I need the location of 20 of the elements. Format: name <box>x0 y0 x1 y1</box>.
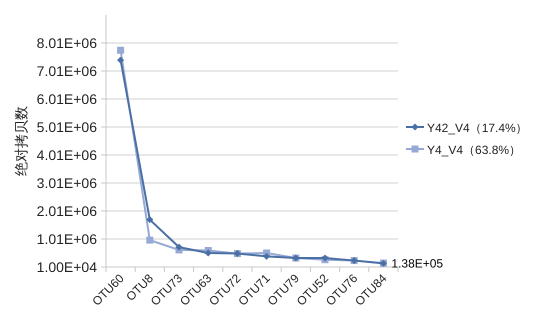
point <box>117 56 124 64</box>
point <box>176 244 182 251</box>
y-tick-label: 8.01E+06 <box>36 35 98 51</box>
y-tick-label: 1.01E+06 <box>36 231 98 247</box>
point <box>146 216 154 224</box>
y-tick-label: 4.01E+06 <box>36 147 98 163</box>
point <box>117 46 124 54</box>
y-tick-label: 5.01E+06 <box>36 119 98 135</box>
y-tick-label: 6.01E+06 <box>36 91 98 107</box>
y-tick-label: 1.00E+04 <box>36 259 98 275</box>
y-tick-label: 7.01E+06 <box>36 63 98 79</box>
y-tick-label: 3.01E+06 <box>36 175 98 191</box>
point <box>146 236 154 244</box>
y-tick-label: 2.01E+06 <box>36 203 98 219</box>
data-label: 1.38E+05 <box>391 256 444 270</box>
point <box>204 250 212 256</box>
legend-label: Y4_V4（63.8%） <box>427 143 522 157</box>
legend-label: Y42_V4（17.4%） <box>427 121 528 135</box>
y-axis-title: 绝对拷贝数 <box>13 106 29 176</box>
point <box>263 252 270 260</box>
